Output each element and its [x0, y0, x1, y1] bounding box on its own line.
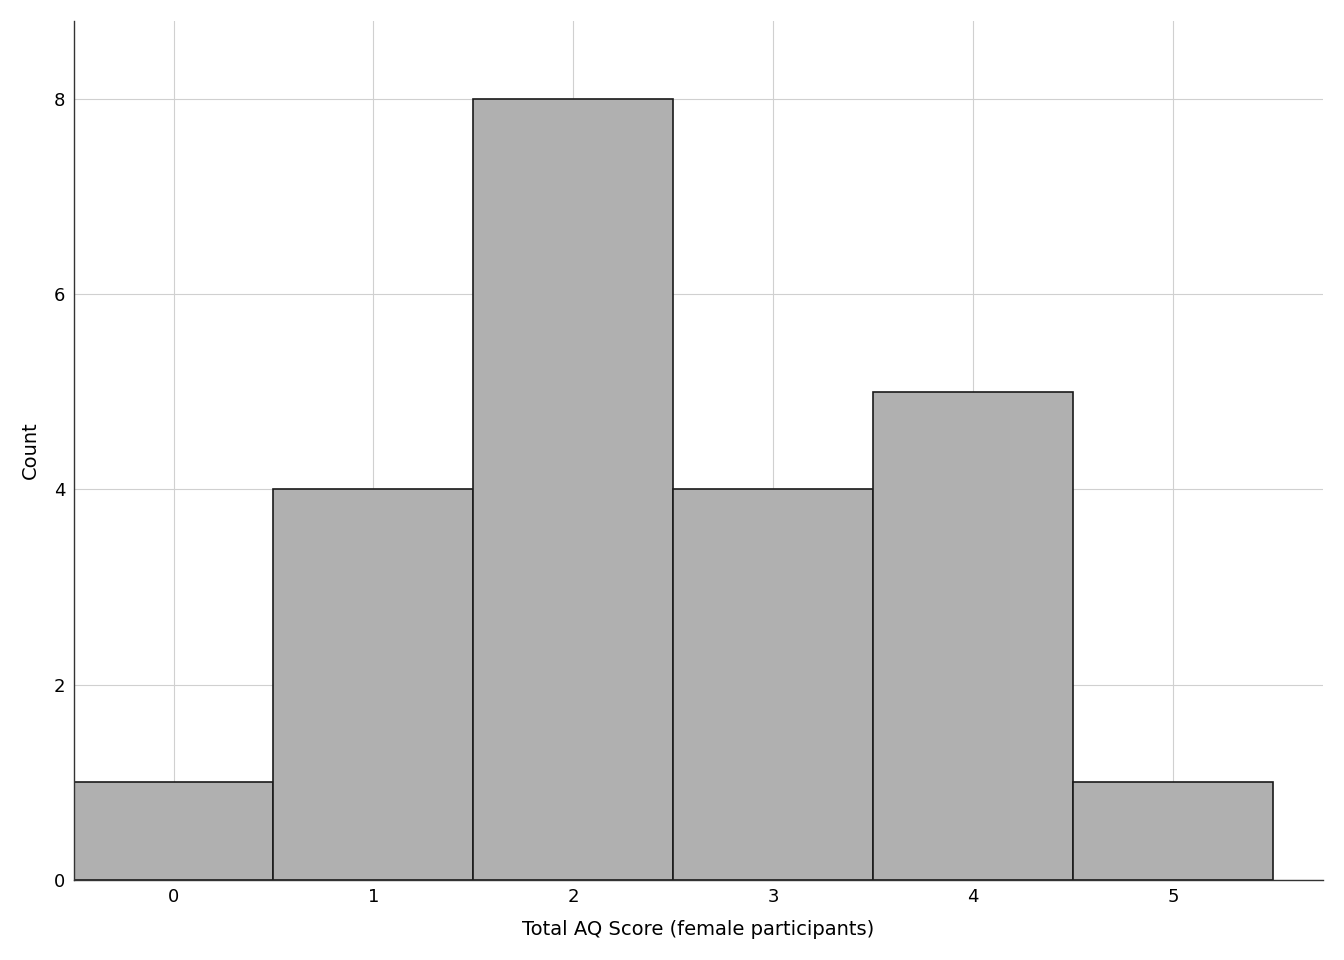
Bar — [74, 782, 273, 880]
Bar — [473, 99, 673, 880]
Y-axis label: Count: Count — [22, 421, 40, 479]
Bar — [1074, 782, 1273, 880]
X-axis label: Total AQ Score (female participants): Total AQ Score (female participants) — [523, 921, 875, 939]
Bar — [874, 392, 1074, 880]
Bar — [273, 490, 473, 880]
Bar — [673, 490, 874, 880]
